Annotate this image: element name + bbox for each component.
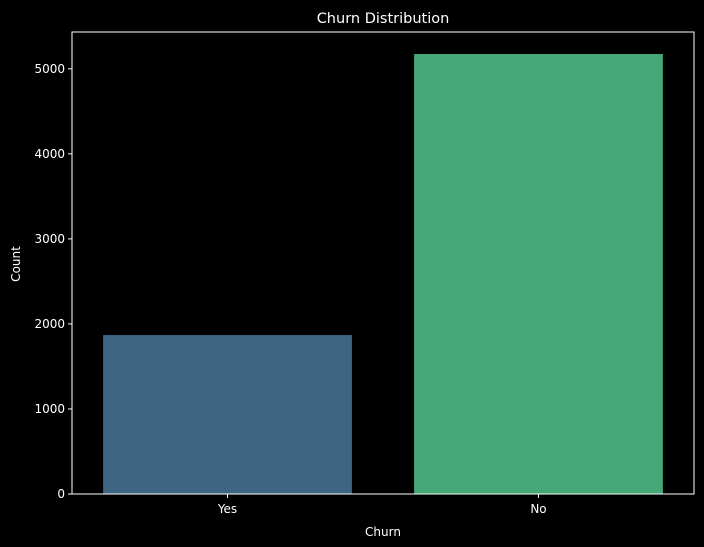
y-tick-label: 4000 <box>34 147 65 161</box>
plot-frame <box>71 31 695 495</box>
y-tick-label: 1000 <box>34 402 65 416</box>
bars-group <box>103 54 663 495</box>
x-tick-label: No <box>530 502 546 516</box>
y-axis-label: Count <box>9 246 23 282</box>
y-tick-label: 3000 <box>34 232 65 246</box>
x-axis: Yes No <box>217 494 547 516</box>
bar-yes <box>103 335 352 494</box>
y-axis: 0 1000 2000 3000 4000 5000 <box>34 62 72 501</box>
y-tick-label: 5000 <box>34 62 65 76</box>
bar-no <box>414 54 663 495</box>
chart-title: Churn Distribution <box>317 11 450 27</box>
x-axis-label: Churn <box>365 525 401 539</box>
y-tick-label: 2000 <box>34 317 65 331</box>
y-tick-label: 0 <box>57 487 65 501</box>
x-tick-label: Yes <box>217 502 237 516</box>
